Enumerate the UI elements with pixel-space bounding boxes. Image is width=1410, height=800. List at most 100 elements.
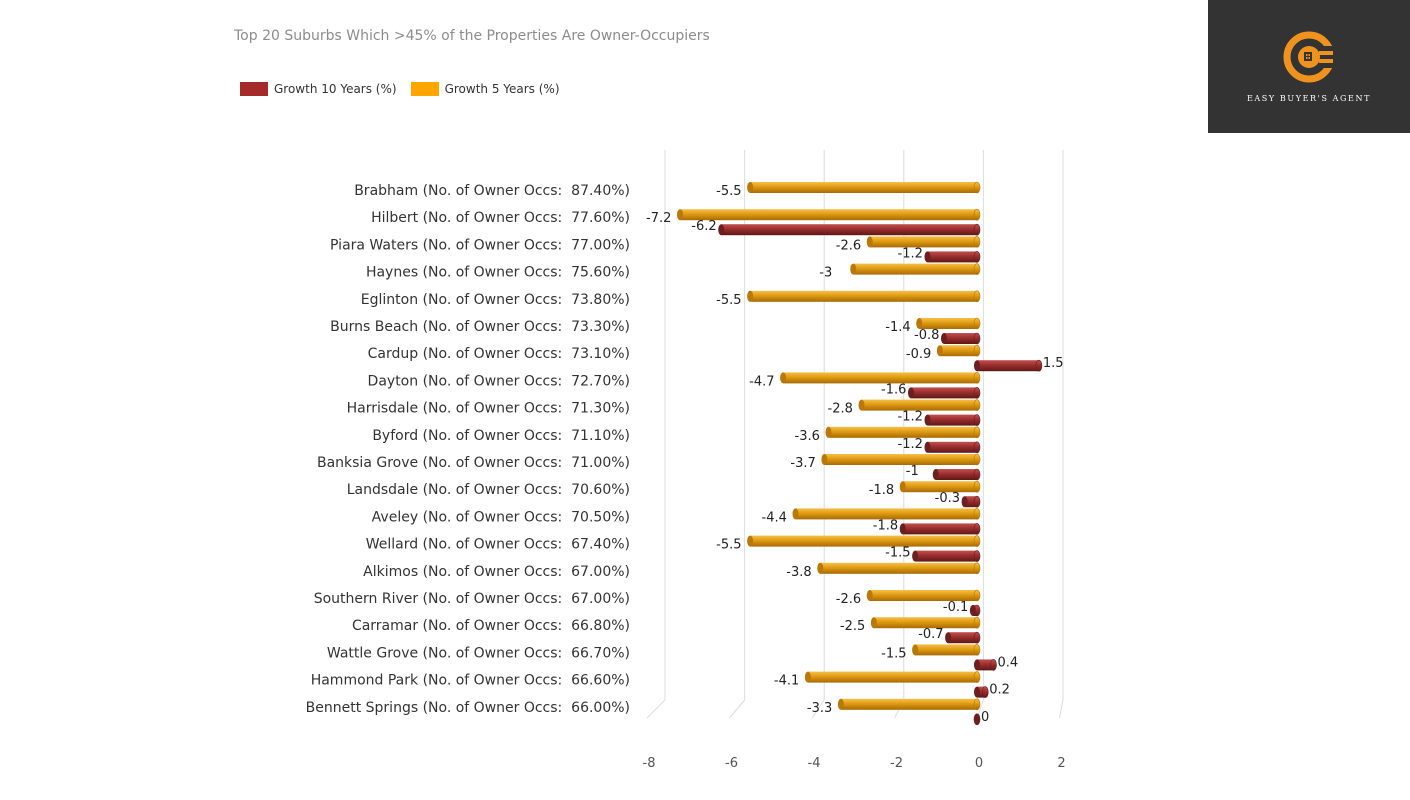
bar-growth-10-years-cap — [924, 251, 931, 263]
legend-swatch-5-years — [410, 82, 439, 96]
bar-growth-10-years[interactable] — [974, 686, 989, 698]
bar-growth-10-years-body — [721, 224, 977, 236]
bar-growth-5-years[interactable] — [747, 535, 981, 547]
category-labels: Brabham (No. of Owner Occs: 87.40%) Hilbe… — [306, 183, 630, 716]
bar-growth-5-years-body — [939, 345, 977, 357]
bar-growth-10-years-body — [944, 333, 977, 344]
bar-growth-10-years-body — [927, 414, 977, 426]
bar-growth-5-years-cap — [973, 208, 981, 221]
bar-growth-10-years[interactable] — [718, 223, 981, 236]
bar-growth-10-years[interactable] — [924, 441, 981, 454]
x-tick-label: -8 — [643, 756, 656, 771]
bar-growth-10-years[interactable] — [974, 659, 997, 671]
bar-growth-5-years-cap — [912, 644, 919, 656]
category-label: Alkimos (No. of Owner Occs: 67.00%) — [363, 564, 630, 580]
bar-growth-5-years[interactable] — [850, 263, 981, 275]
bar-growth-5-years-body — [820, 562, 977, 574]
bar-growth-5-years[interactable] — [837, 698, 981, 711]
bar-growth-5-years[interactable] — [780, 372, 981, 384]
bar-growth-5-years[interactable] — [747, 290, 981, 303]
bar-growth-5-years[interactable] — [936, 344, 981, 357]
data-label-5-years: -5.5 — [716, 184, 741, 199]
bar-growth-5-years[interactable] — [825, 426, 981, 439]
bar-growth-10-years-cap — [961, 496, 968, 508]
data-label-5-years: -2.6 — [836, 592, 861, 607]
bar-growth-5-years-body — [795, 508, 977, 520]
bar-growth-5-years-cap — [973, 236, 981, 248]
data-label-5-years: -2.5 — [840, 619, 865, 634]
brand-name: EASY BUYER'S AGENT — [1246, 94, 1372, 103]
bar-growth-5-years[interactable] — [821, 453, 981, 466]
bar-growth-10-years[interactable] — [945, 631, 981, 644]
bar-growth-5-years-body — [750, 535, 977, 547]
bar-growth-10-years-cap — [973, 523, 981, 535]
bar-growth-5-years[interactable] — [866, 236, 981, 248]
bar-growth-10-years[interactable] — [924, 414, 981, 426]
legend-item-growth-5-years[interactable]: Growth 5 Years (%) — [410, 82, 560, 96]
bar-growth-5-years-cap — [916, 318, 923, 329]
bar-growth-5-years[interactable] — [792, 508, 981, 520]
bar-growth-10-years[interactable] — [908, 387, 981, 399]
bar-growth-10-years-body — [948, 632, 977, 644]
bar-growth-5-years[interactable] — [804, 671, 981, 683]
bar-growth-5-years[interactable] — [866, 589, 981, 602]
bar-growth-5-years[interactable] — [870, 616, 981, 629]
bar-growth-5-years-body — [750, 290, 977, 302]
bar-growth-5-years-body — [919, 318, 977, 329]
bar-growth-10-years-body — [977, 360, 1039, 372]
bar-growth-10-years[interactable] — [912, 550, 981, 562]
bar-growth-5-years-cap — [973, 671, 981, 683]
data-label-5-years: -3.8 — [786, 565, 811, 580]
bar-growth-10-years[interactable] — [974, 359, 1043, 372]
bar-growth-5-years[interactable] — [912, 644, 981, 656]
bar-growth-5-years[interactable] — [858, 399, 981, 411]
bar-growth-10-years-body — [977, 686, 986, 698]
bar-growth-10-years[interactable] — [924, 251, 981, 263]
data-label-10-years: -1.2 — [898, 410, 923, 425]
bar-growth-5-years[interactable] — [916, 317, 981, 330]
x-tick-label: 2 — [1057, 756, 1065, 771]
data-label-10-years: -6.2 — [691, 219, 716, 234]
bar-growth-5-years[interactable] — [899, 480, 981, 493]
data-label-5-years: -1.8 — [869, 483, 894, 498]
bar-growth-5-years[interactable] — [817, 562, 981, 575]
bar-growth-10-years-cap — [973, 468, 981, 481]
bar-growth-10-years[interactable] — [969, 604, 981, 617]
data-label-10-years: 0 — [981, 710, 989, 725]
bar-growth-5-years-cap — [973, 426, 981, 439]
bar-growth-10-years-cap — [969, 605, 976, 616]
bar-growth-10-years[interactable] — [899, 523, 981, 535]
legend-label-10-years: Growth 10 Years (%) — [274, 82, 397, 96]
bar-growth-10-years-cap — [912, 550, 919, 562]
grid-line-floor — [811, 699, 825, 719]
bar-growth-5-years[interactable] — [677, 208, 981, 221]
grid-line-floor — [646, 699, 666, 719]
data-labels: -5.5 -7.2 -6.2 -2.6 -1.2 -3 -5.5 -1.4 -0.8 -0.9 1.… — [646, 184, 1064, 725]
data-label-10-years: 0.2 — [989, 683, 1010, 698]
data-label-5-years: -2.8 — [828, 402, 853, 417]
bar-growth-5-years-cap — [870, 617, 877, 629]
bar-growth-10-years-cap — [941, 333, 947, 344]
category-label: Hilbert (No. of Owner Occs: 77.60%) — [371, 210, 630, 226]
bar-growth-5-years-cap — [973, 372, 981, 384]
bar-growth-5-years-body — [902, 481, 977, 493]
bar-growth-5-years-cap — [973, 535, 981, 547]
bar-growth-5-years-body — [869, 236, 977, 248]
data-label-5-years: -4.1 — [774, 674, 799, 689]
category-label: Eglinton (No. of Owner Occs: 73.80%) — [361, 292, 630, 308]
data-label-10-years: -1.2 — [898, 246, 923, 261]
category-label: Wattle Grove (No. of Owner Occs: 66.70%) — [327, 645, 630, 661]
bar-growth-5-years-cap — [973, 344, 981, 357]
category-label: Landsdale (No. of Owner Occs: 70.60%) — [347, 482, 630, 498]
legend-item-growth-10-years[interactable]: Growth 10 Years (%) — [240, 82, 397, 96]
bar-growth-10-years[interactable] — [961, 495, 981, 508]
category-label: Southern River (No. of Owner Occs: 67.00… — [314, 591, 630, 607]
bar-growth-10-years[interactable] — [973, 713, 981, 726]
bar-growth-10-years[interactable] — [932, 468, 981, 481]
bar-growth-10-years-cap — [973, 251, 981, 263]
bar-growth-5-years[interactable] — [747, 181, 981, 194]
bar-growth-10-years-cap — [908, 387, 914, 399]
bar-growth-10-years[interactable] — [941, 332, 981, 345]
data-label-5-years: -4.4 — [762, 510, 787, 525]
data-label-5-years: -7.2 — [646, 211, 671, 226]
